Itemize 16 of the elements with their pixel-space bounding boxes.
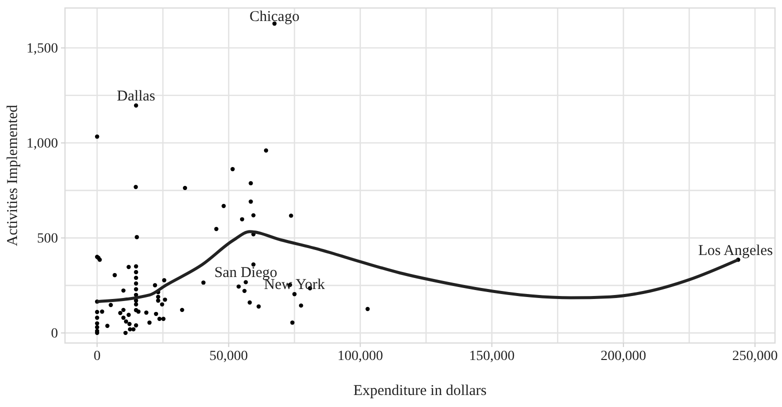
x-tick-label: 150,000 (469, 348, 515, 364)
x-tick-label: 200,000 (600, 348, 646, 364)
annotation: Dallas (116, 88, 156, 104)
x-axis-title: Expenditure in dollars (353, 383, 487, 399)
y-tick-label: 1,500 (26, 41, 58, 56)
x-tick-label: 250,000 (732, 348, 778, 364)
y-axis-title: Activities Implemented (5, 104, 21, 246)
annotation: Chicago (249, 9, 300, 25)
x-tick-label: 50,000 (209, 348, 248, 364)
annotation: San Diego (214, 265, 278, 282)
x-tick-label: 100,000 (338, 348, 384, 364)
x-tick-label: 0 (94, 348, 101, 364)
y-tick-label: 0 (51, 326, 58, 342)
annotation: Los Angeles (698, 242, 773, 259)
y-tick-label: 500 (37, 231, 58, 246)
y-tick-label: 1,000 (26, 136, 58, 152)
